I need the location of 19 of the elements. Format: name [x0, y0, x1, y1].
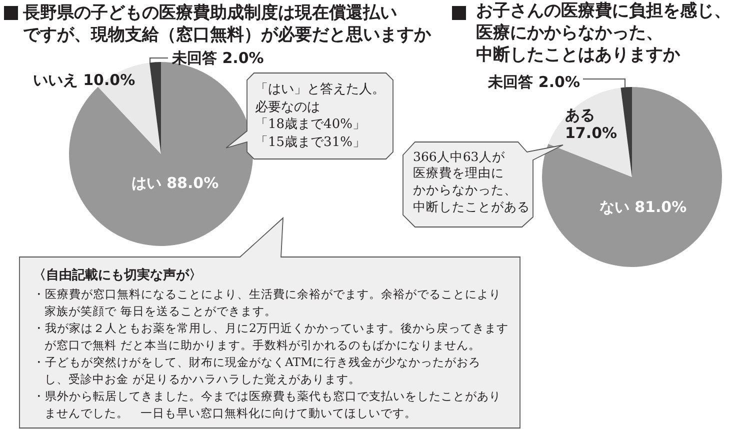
- chart-title: お子さんの医療費に負担を感じ、医療にかからなかった、中断したことはありますか: [476, 1, 731, 65]
- text: 〈自由記載にも切実な声が〉: [33, 267, 202, 284]
- slice-label: はい 88.0%: [131, 174, 219, 192]
- text: 366人中63人が医療費を理由にかからなかった、中断したことがある: [413, 148, 530, 216]
- slice-label: ある: [565, 106, 595, 124]
- slice-label: いいえ 10.0%: [32, 71, 136, 89]
- text: ・医療費が窓口無料になることにより、生活費に余裕がでます。余裕がでることにより家族が笑顔で 毎日を送ることができます。: [33, 286, 501, 319]
- slice-label: 未回答 2.0%: [171, 49, 264, 67]
- slice-label: 未回答 2.0%: [487, 73, 580, 91]
- data-label: 17.0%: [565, 124, 618, 142]
- pie-slice: [542, 87, 722, 267]
- chart-title: 長野県の子どもの医療費助成制度は現在償還払いですが、現物支給（窓口無料）が必要だと思いますか: [22, 3, 432, 45]
- text: 「はい」と答えた人。必要なのは「18歳まで40%」「15歳まで31%」: [255, 81, 385, 151]
- text: ・我が家は２人ともお薬を常用し、月に2万円近くかかっています。後から戻ってきますが窓口で無料 だと本当に助かります。手数料が引かれるのもばかになりません。: [33, 320, 508, 353]
- slice-label: ない 81.0%: [599, 198, 687, 216]
- text: ・子どもが突然けがをして、財布に現金がなくATMに行き残金が少なかったがおろし、受診中お金 が足りるかハラハラした覚えがあります。: [33, 354, 481, 387]
- text: ・県外から転居してきました。今までは医療費も薬代も窓口で支払いをしたことがありませんでした。 一日も早い窓口無料化に向けて動いてほしいです。: [33, 388, 501, 421]
- pie-slice: [620, 87, 632, 177]
- pie-slice: [149, 62, 161, 154]
